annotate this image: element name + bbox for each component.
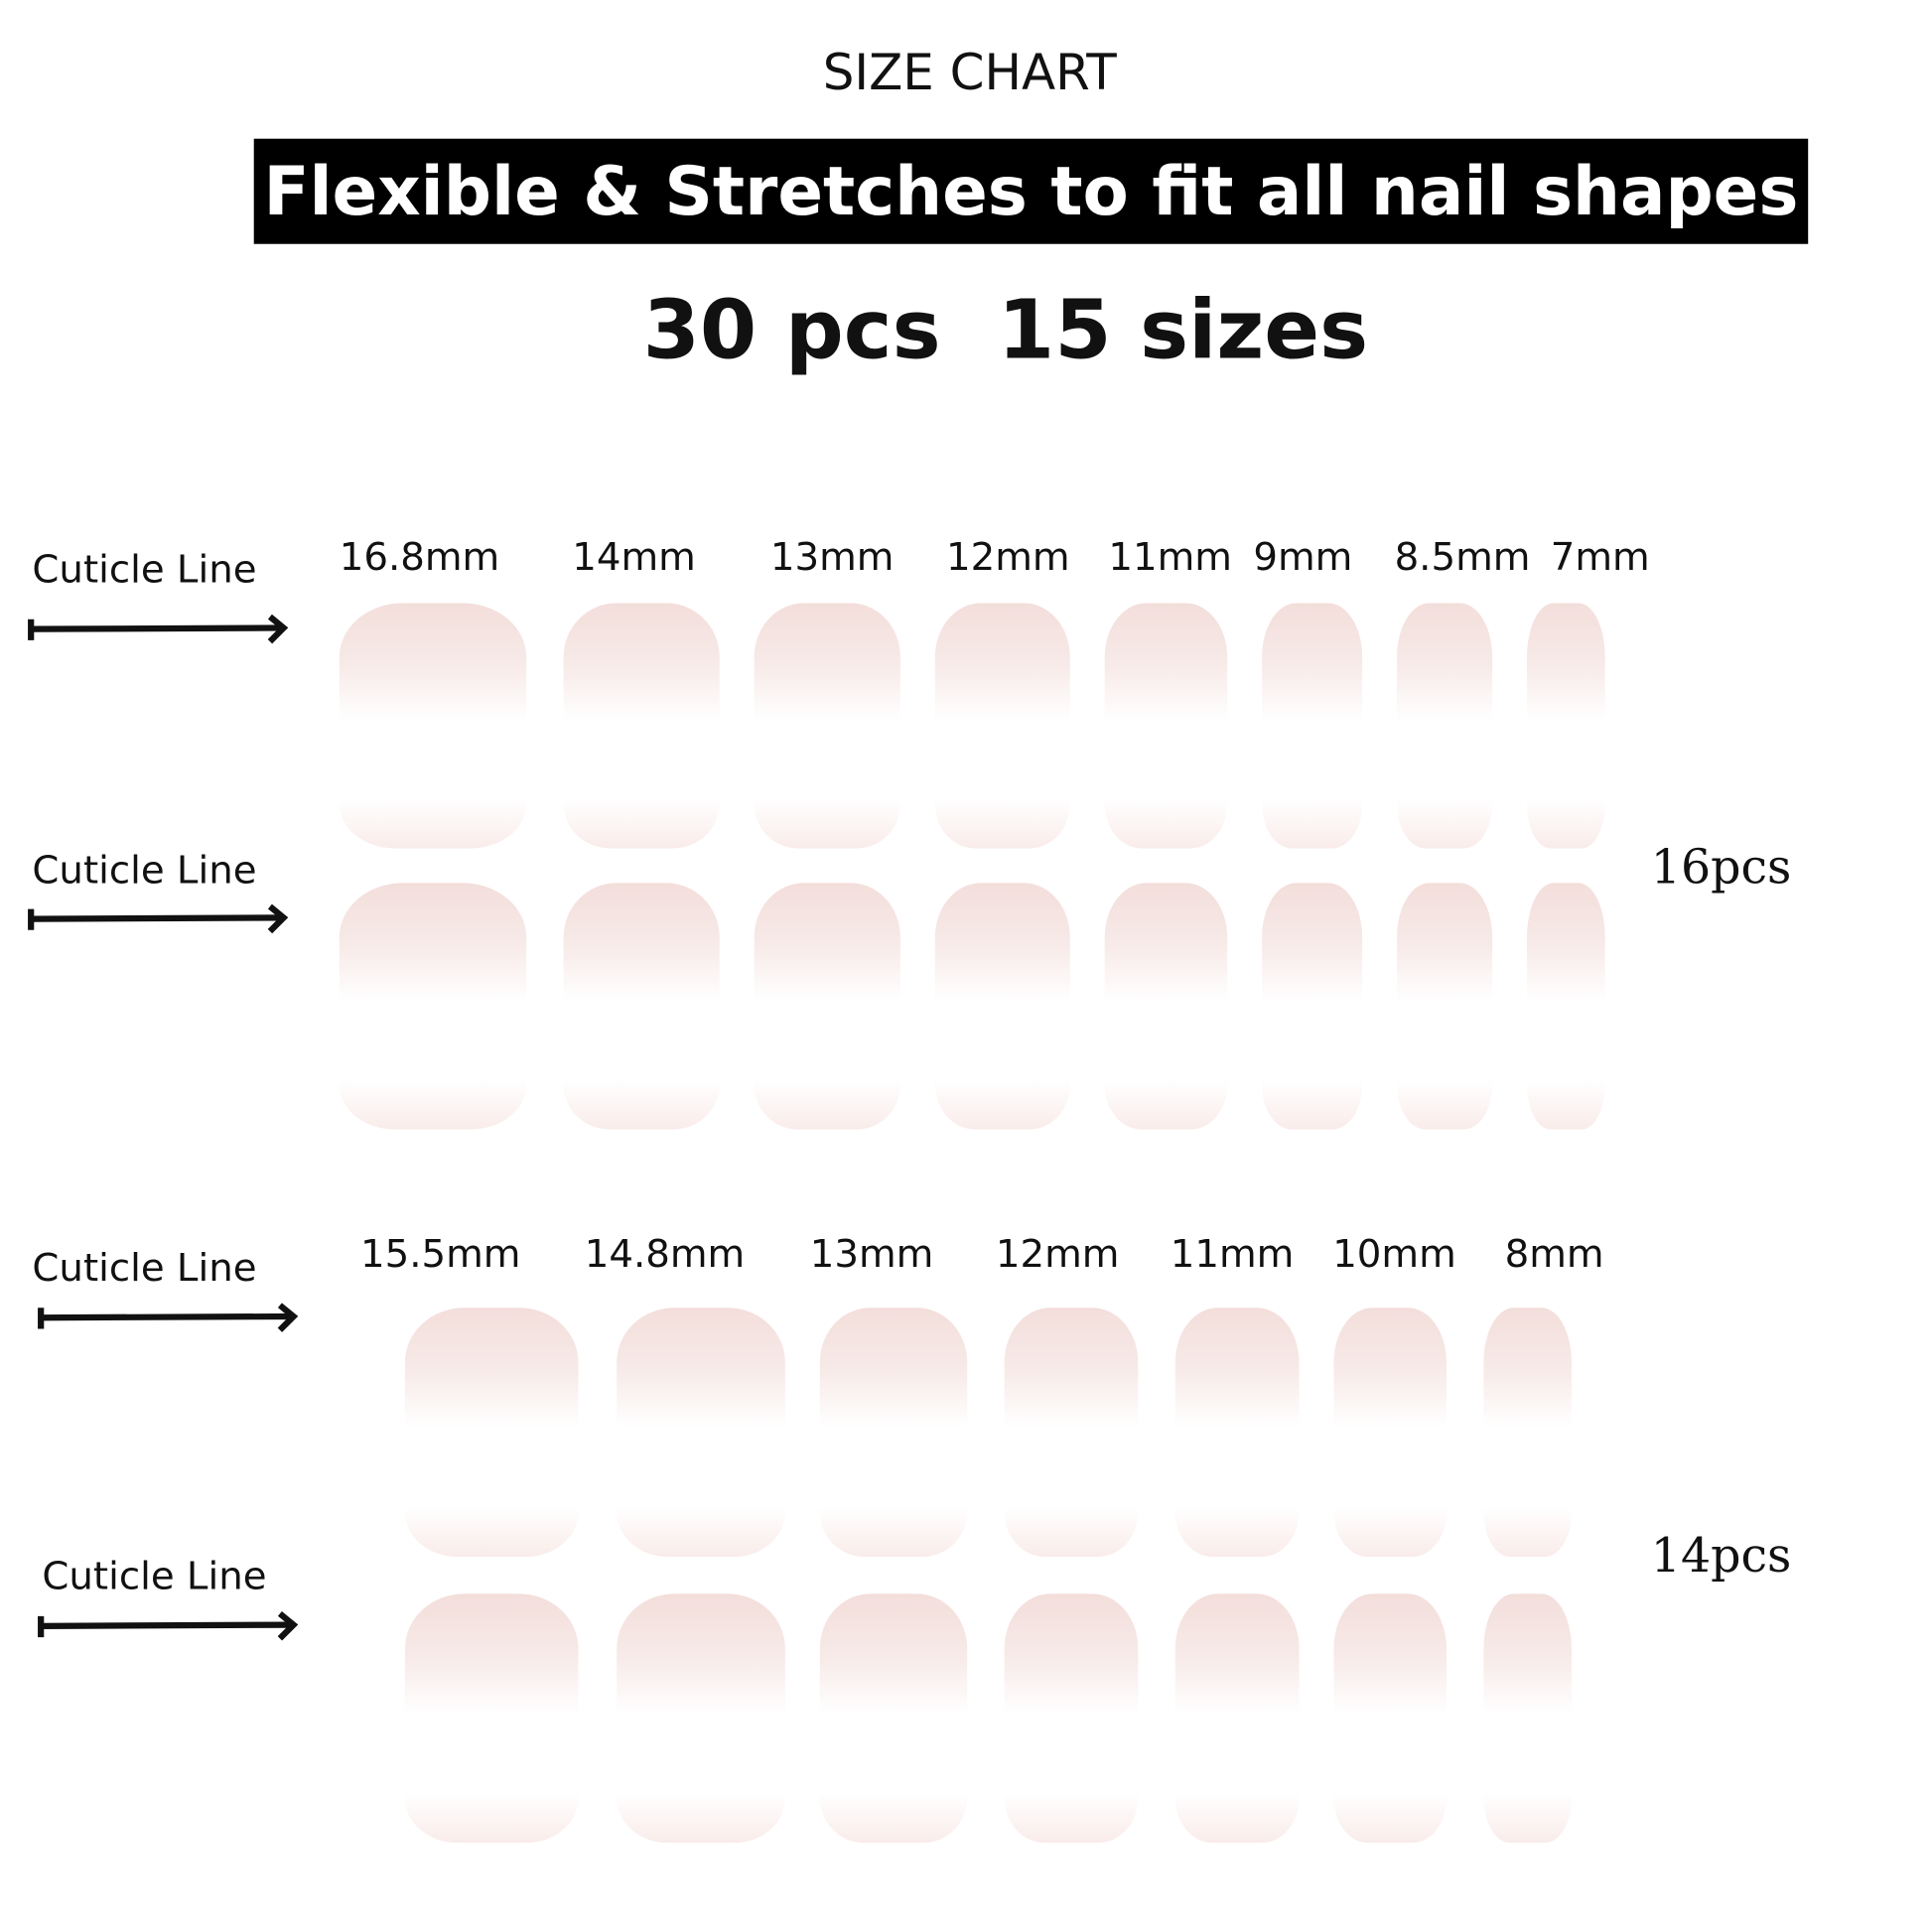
nail-tip	[1527, 883, 1605, 1130]
size-label: 11mm	[1108, 534, 1232, 580]
size-label: 14mm	[572, 534, 696, 580]
cuticle-line-label: Cuticle Line	[42, 1554, 267, 1599]
size-label: 14.8mm	[584, 1232, 746, 1278]
nail-tip	[1397, 883, 1493, 1130]
size-label: 11mm	[1170, 1232, 1295, 1278]
size-label: 7mm	[1550, 534, 1650, 580]
nail-tip	[819, 1593, 968, 1844]
nail-tip	[404, 1308, 579, 1557]
nail-tip	[819, 1308, 968, 1557]
arrow-right-icon	[27, 614, 289, 644]
cuticle-line-label: Cuticle Line	[32, 547, 257, 593]
size-label: 9mm	[1253, 534, 1353, 580]
nail-tip	[617, 1308, 785, 1557]
nail-tip	[1004, 1593, 1139, 1844]
nail-tip	[563, 883, 720, 1130]
size-label: 12mm	[946, 534, 1070, 580]
nail-tip	[934, 883, 1070, 1130]
size-label: 13mm	[809, 1232, 934, 1278]
cuticle-line-label: Cuticle Line	[32, 848, 257, 894]
size-label: 12mm	[995, 1232, 1120, 1278]
nail-tip	[1397, 603, 1493, 849]
nail-tip	[339, 603, 527, 849]
nail-tip	[563, 603, 720, 849]
count-heading: 30 pcs 15 sizes	[642, 282, 1369, 378]
nail-tip	[1333, 1593, 1447, 1844]
nail-tip	[1174, 1593, 1300, 1844]
cuticle-line-label: Cuticle Line	[32, 1245, 257, 1291]
size-label: 13mm	[769, 534, 895, 580]
nail-tip	[1333, 1308, 1447, 1557]
nail-tip	[1483, 1593, 1572, 1844]
size-label: 15.5mm	[359, 1232, 521, 1278]
size-label: 16.8mm	[339, 534, 500, 580]
arrow-right-icon	[37, 1303, 299, 1332]
nail-tip	[1174, 1308, 1300, 1557]
nail-tip	[404, 1593, 579, 1844]
size-label: 8mm	[1504, 1232, 1604, 1278]
nail-tip	[1104, 603, 1228, 849]
nail-tip	[1527, 603, 1605, 849]
nail-tip	[339, 883, 527, 1130]
size-label: 10mm	[1332, 1232, 1456, 1278]
page-title: SIZE CHART	[822, 44, 1117, 102]
arrow-right-icon	[27, 903, 289, 934]
nail-tip	[1483, 1308, 1572, 1557]
nail-tip	[1004, 1308, 1139, 1557]
arrow-right-icon	[37, 1610, 299, 1641]
nail-tip	[1262, 603, 1363, 849]
nail-tip	[934, 603, 1070, 849]
piece-count: 14pcs	[1650, 1528, 1792, 1584]
piece-count: 16pcs	[1650, 839, 1792, 895]
nail-tip	[1262, 883, 1363, 1130]
banner: Flexible & Stretches to fit all nail sha…	[253, 138, 1809, 244]
nail-tip	[754, 883, 900, 1130]
size-label: 8.5mm	[1394, 534, 1531, 580]
nail-tip	[754, 603, 900, 849]
nail-tip	[1104, 883, 1228, 1130]
nail-tip	[617, 1593, 785, 1844]
